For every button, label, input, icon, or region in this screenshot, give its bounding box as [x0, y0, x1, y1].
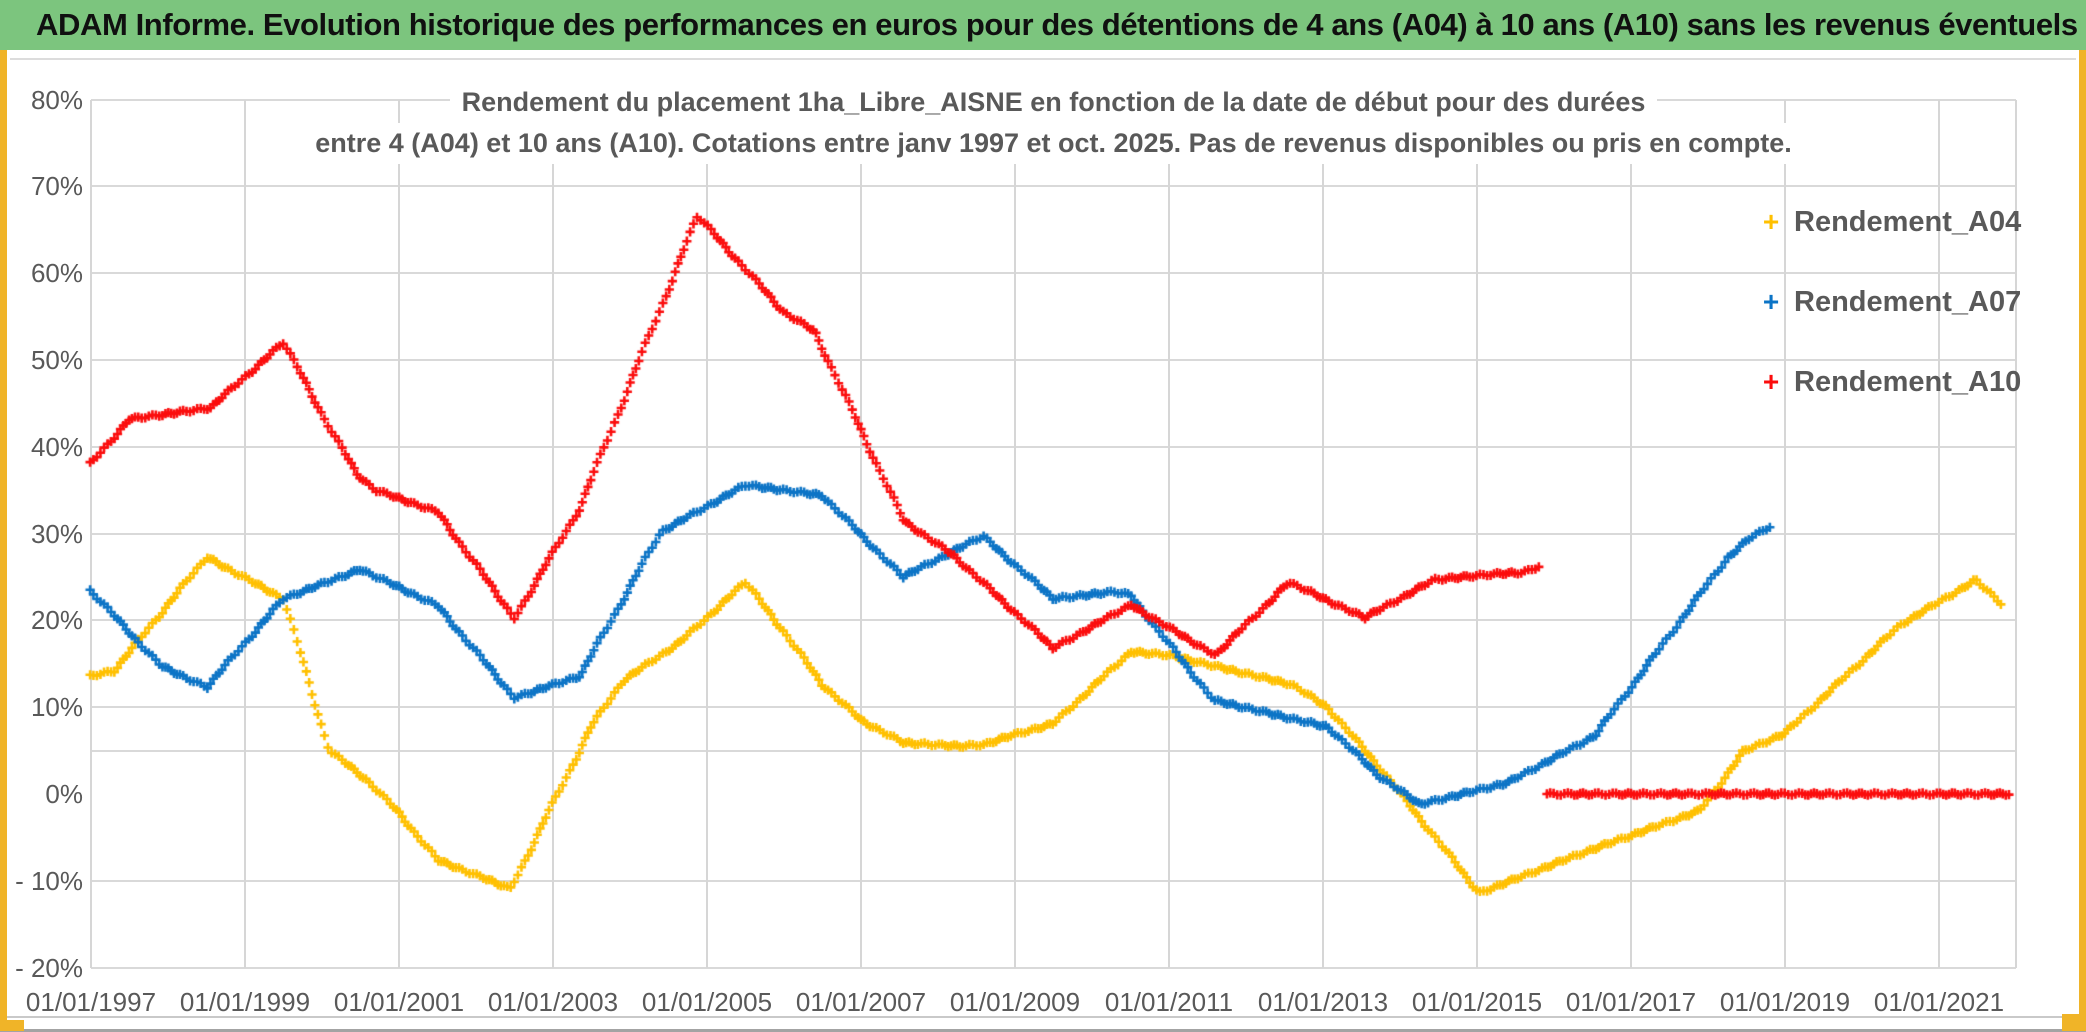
- chart-title-line1: Rendement du placement 1ha_Libre_AISNE e…: [449, 82, 1658, 123]
- frame-border-corner-br: [2062, 1014, 2086, 1031]
- app-header: ADAM Informe. Evolution historique des p…: [0, 0, 2086, 50]
- frame-border-corner-bl: [0, 1020, 24, 1031]
- legend-label: Rendement_A07: [1794, 285, 2022, 318]
- legend-label: Rendement_A04: [1794, 205, 2022, 238]
- chart-title: Rendement du placement 1ha_Libre_AISNE e…: [91, 82, 2016, 164]
- frame-border-right: [2079, 50, 2086, 1025]
- legend: + Rendement_A04 + Rendement_A07 + Rendem…: [1756, 194, 2021, 434]
- chart-title-line2: entre 4 (A04) et 10 ans (A10). Cotations…: [303, 123, 1804, 164]
- legend-item-a10: + Rendement_A10: [1756, 354, 2021, 410]
- plus-marker-icon: +: [1762, 206, 1780, 237]
- legend-item-a04: + Rendement_A04: [1756, 194, 2021, 250]
- header-title: ADAM Informe. Evolution historique des p…: [36, 7, 2078, 42]
- frame-border-left: [0, 50, 7, 1025]
- legend-item-a07: + Rendement_A07: [1756, 274, 2021, 330]
- legend-label: Rendement_A10: [1794, 365, 2022, 398]
- window-bottom-edge: [0, 1029, 2086, 1032]
- plus-marker-icon: +: [1762, 366, 1780, 397]
- plus-marker-icon: +: [1762, 286, 1780, 317]
- bottom-divider: [0, 1016, 2086, 1018]
